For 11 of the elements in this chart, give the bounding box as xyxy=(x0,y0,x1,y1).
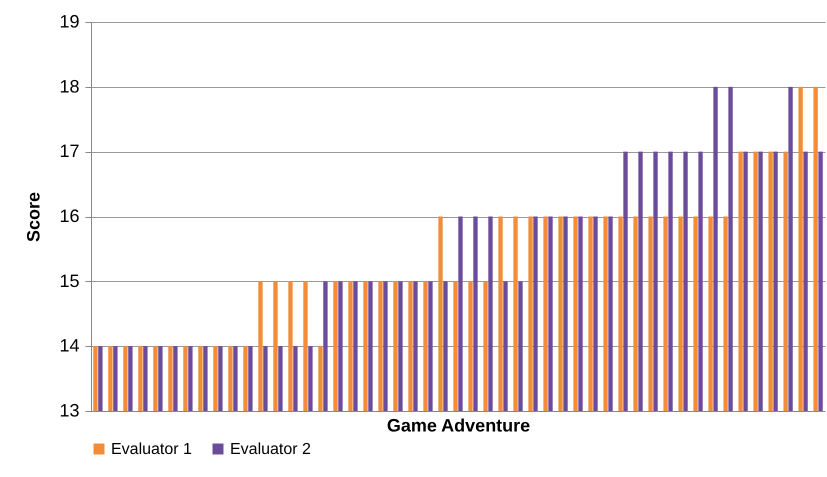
legend-label: Evaluator 1 xyxy=(111,441,192,458)
y-tick-label: 16 xyxy=(59,206,80,226)
legend-label: Evaluator 2 xyxy=(230,441,312,458)
y-axis-title: Score xyxy=(23,192,44,242)
y-tick-label: 15 xyxy=(59,270,80,291)
y-tick-label: 14 xyxy=(59,336,80,356)
y-tick-label: 18 xyxy=(59,76,80,96)
y-tick-label: 13 xyxy=(59,400,80,420)
x-axis-title: Game Adventure xyxy=(386,416,530,436)
y-tick-label: 19 xyxy=(59,12,80,32)
y-tick-label: 17 xyxy=(59,141,80,162)
